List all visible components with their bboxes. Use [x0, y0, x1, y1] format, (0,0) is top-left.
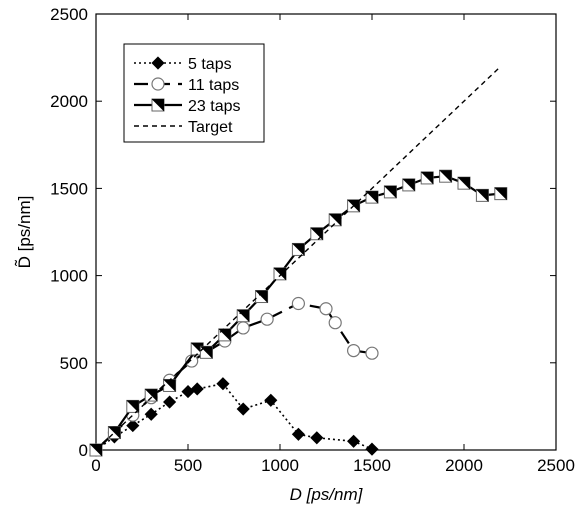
data-point [291, 242, 305, 256]
data-point [291, 427, 305, 441]
series-line [95, 65, 502, 451]
data-point [190, 382, 204, 396]
data-point [163, 395, 177, 409]
x-tick-label: 2500 [537, 456, 575, 475]
data-point [365, 190, 379, 204]
data-point [144, 388, 158, 402]
data-point [218, 328, 232, 342]
x-tick-label: 1500 [353, 456, 391, 475]
legend-entry: 11 taps [134, 77, 239, 94]
y-tick-label: 1500 [50, 179, 88, 198]
series-target [95, 65, 502, 451]
data-point [181, 385, 195, 399]
legend-entry: Target [134, 119, 233, 136]
data-point [347, 343, 361, 358]
data-point [475, 188, 489, 202]
data-point [365, 442, 379, 456]
data-point [273, 267, 287, 281]
legend: 5 taps 11 taps 23 taps Target [123, 43, 265, 143]
data-point [216, 377, 230, 391]
data-point [494, 187, 508, 201]
data-point [264, 393, 278, 407]
data-point [328, 316, 342, 330]
data-point [347, 199, 361, 213]
data-point [420, 171, 434, 185]
y-tick-label: 2000 [50, 92, 88, 111]
y-axis-label: D̃ [ps/nm] [14, 196, 34, 269]
data-point [163, 378, 177, 392]
data-point [291, 296, 305, 311]
legend-marker [151, 77, 165, 91]
data-point [199, 345, 213, 359]
x-tick-label: 1000 [261, 456, 299, 475]
x-tick-label: 500 [174, 456, 202, 475]
data-point [365, 346, 379, 360]
data-point [126, 399, 140, 413]
x-tick-label: 0 [91, 456, 100, 475]
data-point [236, 402, 250, 416]
data-point [144, 407, 158, 421]
y-tick-label: 0 [79, 441, 88, 460]
data-point [457, 176, 471, 190]
data-point [439, 169, 453, 183]
plot-frame [95, 13, 557, 451]
data-point [126, 419, 140, 433]
y-tick-label: 1000 [50, 267, 88, 286]
legend-label: 23 taps [188, 98, 240, 115]
y-tick-label: 500 [60, 354, 88, 373]
legend-label: 5 taps [188, 56, 232, 73]
data-point [328, 213, 342, 227]
legend-marker [151, 56, 165, 70]
legend-label: Target [188, 119, 233, 136]
series-23-taps [89, 169, 508, 457]
legend-marker [151, 98, 165, 112]
x-tick-label: 2000 [445, 456, 483, 475]
legend-entry: 23 taps [134, 98, 240, 115]
data-point [236, 321, 250, 335]
y-tick-label: 2500 [50, 5, 88, 24]
legend-label: 11 taps [188, 77, 239, 94]
data-point [255, 290, 269, 304]
data-point [347, 434, 361, 448]
data-point [383, 185, 397, 199]
data-point [310, 227, 324, 241]
series-11-taps [89, 296, 379, 457]
data-point [402, 178, 416, 192]
legend-entry: 5 taps [134, 56, 232, 73]
data-point [310, 431, 324, 445]
data-point [236, 309, 250, 323]
x-axis-label: D [ps/nm] [290, 485, 364, 504]
data-point [260, 312, 274, 326]
series-line [95, 175, 501, 451]
data-point [319, 302, 333, 316]
